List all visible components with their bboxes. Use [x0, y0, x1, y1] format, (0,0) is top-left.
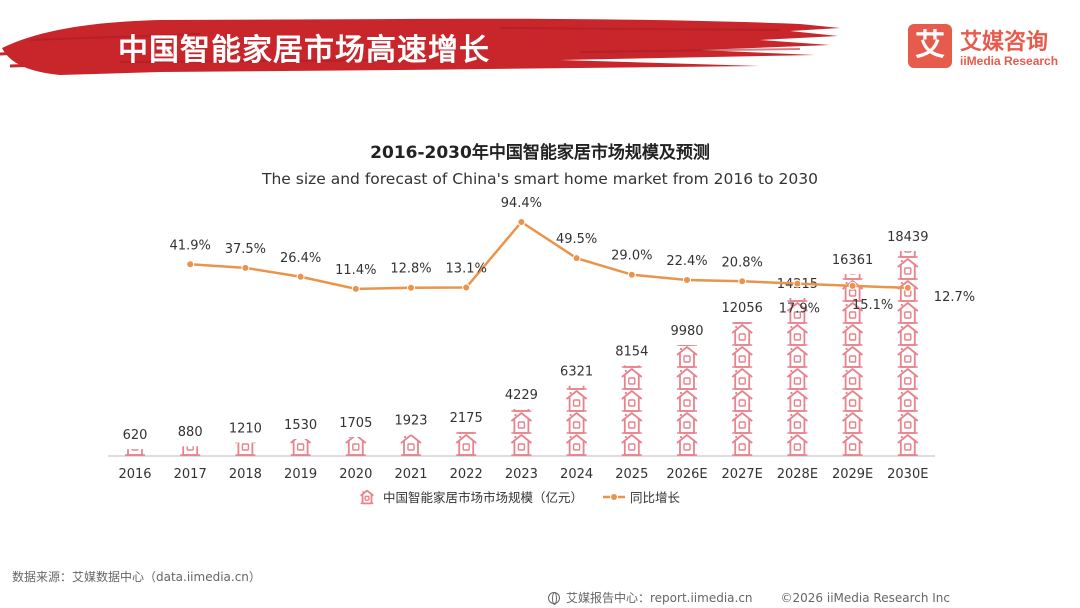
footer-report-link[interactable]: 艾媒报告中心：report.iimedia.cn — [566, 591, 753, 605]
bar-2024 — [566, 385, 588, 456]
growth-value-label: 17.9% — [779, 302, 820, 317]
bar-value-label: 4229 — [505, 388, 538, 403]
title-banner — [0, 18, 840, 75]
bar-2019 — [290, 438, 312, 456]
growth-value-label: 13.1% — [446, 262, 487, 277]
x-tick-label: 2017 — [174, 467, 207, 482]
bar-2030E — [897, 251, 919, 456]
x-tick-label: 2022 — [450, 467, 483, 482]
footer-copyright: ©2026 iiMedia Research Inc — [780, 590, 951, 605]
iimedia-logo: 艾 艾媒咨询 iiMedia Research — [908, 24, 1078, 74]
logo-mark: 艾 — [908, 24, 952, 68]
bar-2017 — [180, 446, 201, 456]
logo-chinese-text: 艾媒咨询 — [960, 30, 1049, 55]
growth-point-2018 — [241, 263, 250, 272]
bar-value-label: 1530 — [284, 418, 317, 433]
page-title: 中国智能家居市场高速增长 — [118, 33, 490, 68]
bar-2022 — [455, 431, 477, 456]
growth-value-label: 15.1% — [852, 298, 893, 313]
bar-value-label: 2175 — [450, 411, 483, 426]
legend-bar-icon — [360, 489, 374, 505]
x-tick-label: 2026E — [666, 467, 707, 482]
growth-value-label: 11.4% — [335, 263, 376, 278]
growth-point-2020 — [351, 284, 360, 293]
bar-value-label: 1210 — [229, 422, 262, 437]
legend-label-market-size: 中国智能家居市场市场规模（亿元） — [383, 490, 583, 505]
growth-point-2027E — [738, 277, 747, 286]
x-tick-label: 2027E — [722, 467, 763, 482]
bar-2016 — [125, 449, 145, 456]
growth-value-label: 22.4% — [666, 254, 707, 269]
footer: 艾媒报告中心：report.iimedia.cn ©2026 iiMedia R… — [548, 589, 950, 606]
growth-point-2026E — [683, 276, 691, 285]
bar-value-label: 6321 — [560, 365, 593, 380]
x-tick-label: 2023 — [505, 467, 538, 482]
bar-value-label: 12056 — [722, 301, 763, 316]
growth-point-2029E — [848, 281, 857, 290]
bar-2026E — [676, 345, 698, 456]
bar-2025 — [621, 365, 643, 456]
growth-value-label: 26.4% — [280, 251, 321, 266]
growth-point-2024 — [572, 254, 581, 263]
growth-value-label: 12.8% — [390, 262, 431, 277]
growth-value-label: 94.4% — [501, 196, 542, 211]
x-tick-label: 2025 — [615, 467, 648, 482]
growth-point-2025 — [627, 270, 636, 279]
growth-point-2017 — [186, 260, 195, 269]
growth-value-label: 37.5% — [225, 242, 266, 257]
x-tick-label: 2024 — [560, 467, 593, 482]
logo-english-text: iiMedia Research — [960, 54, 1059, 68]
bar-value-label: 8154 — [615, 344, 648, 359]
globe-icon — [548, 591, 560, 605]
growth-point-2019 — [296, 272, 305, 281]
bar-2023 — [510, 408, 532, 456]
bar-value-label: 1923 — [394, 414, 427, 429]
bar-value-label: 1705 — [339, 416, 372, 431]
x-tick-label: 2028E — [777, 467, 818, 482]
growth-point-2021 — [407, 283, 415, 292]
bar-2029E — [842, 274, 864, 456]
bar-value-label: 18439 — [887, 230, 928, 245]
x-tick-label: 2018 — [229, 467, 262, 482]
legend-label-growth: 同比增长 — [630, 490, 681, 505]
bar-2028E — [786, 297, 808, 456]
bar-2020 — [345, 437, 367, 456]
x-tick-label: 2030E — [887, 467, 928, 482]
chart-title: 2016-2030年中国智能家居市场规模及预测 — [370, 143, 710, 163]
x-tick-label: 2019 — [284, 467, 317, 482]
growth-value-label: 41.9% — [170, 238, 211, 253]
growth-value-label: 20.8% — [722, 255, 763, 270]
bar-value-label: 620 — [123, 428, 148, 443]
growth-point-2023 — [517, 218, 526, 226]
bar-2027E — [731, 321, 753, 456]
growth-rate-line — [190, 220, 908, 291]
bar-2018 — [235, 442, 256, 456]
bar-value-label: 9980 — [670, 324, 703, 339]
growth-value-label: 49.5% — [556, 232, 597, 247]
x-tick-label: 2016 — [118, 467, 151, 482]
data-source: 数据来源：艾媒数据中心（data.iimedia.cn） — [12, 570, 261, 584]
bar-2021 — [400, 434, 422, 456]
growth-point-2022 — [462, 283, 471, 292]
x-tick-label: 2021 — [394, 467, 427, 482]
growth-value-label: 12.7% — [934, 290, 975, 305]
chart-legend — [360, 489, 625, 505]
growth-value-label: 29.0% — [611, 249, 652, 264]
growth-point-2028E — [793, 279, 802, 288]
bar-value-label: 880 — [178, 425, 203, 440]
bar-value-label: 16361 — [832, 253, 873, 268]
growth-point-2030E — [903, 283, 912, 292]
x-tick-label: 2029E — [832, 467, 873, 482]
chart-subtitle: The size and forecast of China's smart h… — [262, 170, 818, 188]
x-tick-label: 2020 — [339, 467, 372, 482]
